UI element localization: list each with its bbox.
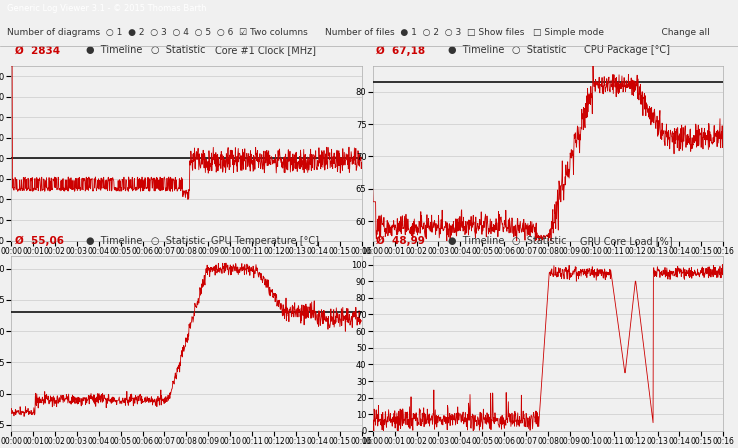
Text: ●  Timeline: ● Timeline [86, 236, 142, 246]
X-axis label: Time: Time [176, 257, 196, 266]
Text: Generic Log Viewer 3.1 - © 2015 Thomas Barth: Generic Log Viewer 3.1 - © 2015 Thomas B… [7, 4, 207, 13]
Text: Core #1 Clock [MHz]: Core #1 Clock [MHz] [215, 45, 316, 56]
Text: GPU Temperature [°C]: GPU Temperature [°C] [211, 236, 319, 246]
Text: Ø  48,99: Ø 48,99 [376, 236, 425, 246]
Text: ○  Statistic: ○ Statistic [151, 45, 205, 56]
Text: GPU Core Load [%]: GPU Core Load [%] [580, 236, 673, 246]
X-axis label: Time: Time [538, 257, 558, 266]
Text: Ø  2834: Ø 2834 [15, 45, 60, 56]
Text: ○  Statistic: ○ Statistic [151, 236, 205, 246]
Text: ●  Timeline: ● Timeline [448, 45, 504, 56]
Text: ●  Timeline: ● Timeline [448, 236, 504, 246]
Text: ○  Statistic: ○ Statistic [512, 236, 567, 246]
Text: Ø  55,06: Ø 55,06 [15, 236, 63, 246]
Text: CPU Package [°C]: CPU Package [°C] [584, 45, 669, 56]
Text: ○  Statistic: ○ Statistic [512, 45, 567, 56]
Text: Ø  67,18: Ø 67,18 [376, 45, 425, 56]
Text: Number of diagrams  ○ 1  ● 2  ○ 3  ○ 4  ○ 5  ○ 6  ☑ Two columns      Number of f: Number of diagrams ○ 1 ● 2 ○ 3 ○ 4 ○ 5 ○… [7, 28, 710, 37]
Text: ●  Timeline: ● Timeline [86, 45, 142, 56]
